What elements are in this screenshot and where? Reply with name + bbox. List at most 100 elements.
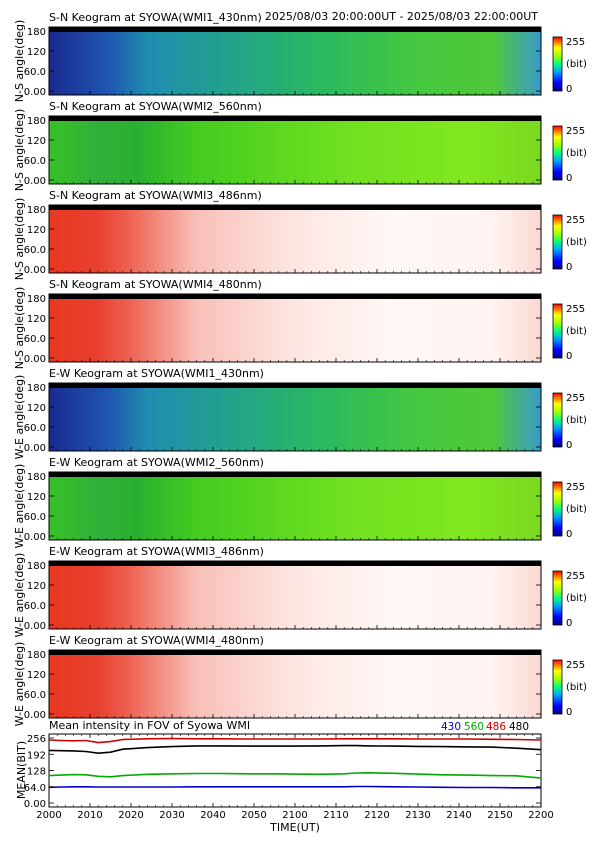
keogram-panel: E-W Keogram at SYOWA(WMI2_560nm)180 120 60… [13,456,587,548]
y-tick-label: 180 [27,561,46,572]
x-tick-label: 2200 [528,810,553,821]
colorbar-unit-label: (bit) [566,415,587,426]
legend-entry-560: 560 [464,721,484,733]
y-tick-label: 60.0 [24,334,46,345]
colorbar-max-label: 255 [566,215,585,226]
keogram-title: S-N Keogram at SYOWA(WMI3_486nm) [49,189,262,202]
colorbar-min-label: 0 [566,173,572,184]
keogram-title: S-N Keogram at SYOWA(WMI4_480nm) [49,278,262,291]
legend-entry-486: 486 [486,721,506,733]
keogram-title: E-W Keogram at SYOWA(WMI2_560nm) [49,456,264,469]
colorbar-max-label: 255 [566,37,585,48]
x-tick-label: 2040 [200,810,225,821]
keogram-image [49,205,541,273]
keogram-ylabel: W-E angle(deg) [13,642,26,727]
colorbar-unit-label: (bit) [566,682,587,693]
colorbar-unit-label: (bit) [566,504,587,515]
keogram-panel: S-N Keogram at SYOWA(WMI2_560nm)180 120 60… [13,100,587,191]
colorbar [552,125,563,181]
keogram-image [49,472,541,540]
y-tick-label: 120 [27,670,46,681]
y-tick-label: 180 [27,472,46,483]
colorbar-max-label: 255 [566,126,585,137]
series-line-486 [48,737,542,744]
y-tick-label: 0.00 [24,443,46,454]
keogram-ylabel: N-S angle(deg) [13,109,26,192]
mean-chart-axes: 2000 2010 2020 2030 2040 2050 2100 2110 2120 2130… [24,734,554,821]
colorbar [552,659,563,715]
colorbar [552,392,563,448]
colorbar-min-label: 0 [566,707,572,718]
keogram-panel: S-N Keogram at SYOWA(WMI4_480nm)180 120 60… [13,278,587,369]
colorbar-unit-label: (bit) [566,148,587,159]
series-line-560 [48,771,542,779]
y-tick-label: 60.0 [24,245,46,256]
colorbar-min-label: 0 [566,351,572,362]
y-tick-label: 60.0 [24,67,46,78]
y-tick-label: 0.00 [24,710,46,721]
y-tick-label: 120 [27,47,46,58]
x-tick-label: 2020 [118,810,143,821]
colorbar-unit-label: (bit) [566,326,587,337]
colorbar-max-label: 255 [566,660,585,671]
colorbar [552,36,563,92]
y-tick-label: 0.00 [24,176,46,187]
x-tick-label: 2100 [282,810,307,821]
keogram-panel: E-W Keogram at SYOWA(WMI3_486nm)180 120 60… [13,545,587,637]
colorbar-min-label: 0 [566,440,572,451]
colorbar [552,481,563,537]
keogram-title: E-W Keogram at SYOWA(WMI1_430nm) [49,367,264,380]
keogram-ylabel: N-S angle(deg) [13,20,26,103]
colorbar-max-label: 255 [566,482,585,493]
colorbar-unit-label: (bit) [566,237,587,248]
y-tick-label: 192 [27,750,46,761]
keogram-image [49,650,541,718]
y-tick-label: 60.0 [24,601,46,612]
y-tick-label: 180 [27,116,46,127]
x-tick-label: 2010 [77,810,102,821]
mean-chart-xlabel: TIME(UT) [269,821,320,834]
legend-entry-480: 480 [509,721,529,733]
y-tick-label: 0.00 [24,621,46,632]
keogram-image [49,116,541,184]
x-tick-label: 2150 [487,810,512,821]
keogram-ylabel: W-E angle(deg) [13,375,26,460]
series-line-480 [48,744,542,755]
colorbar [552,570,563,626]
y-tick-label: 60.0 [24,690,46,701]
y-tick-label: 120 [27,492,46,503]
y-tick-label: 120 [27,581,46,592]
keogram-ylabel: W-E angle(deg) [13,464,26,549]
y-tick-label: 180 [27,205,46,216]
mean-chart-frame [48,733,542,808]
x-tick-label: 2000 [36,810,61,821]
y-tick-label: 0.00 [24,799,46,810]
colorbar [552,303,563,359]
y-tick-label: 180 [27,27,46,38]
keogram-panel: E-W Keogram at SYOWA(WMI1_430nm)180 120 60… [13,367,587,459]
keogram-image [49,383,541,451]
y-tick-label: 256 [27,734,46,745]
colorbar-max-label: 255 [566,393,585,404]
keogram-title: E-W Keogram at SYOWA(WMI3_486nm) [49,545,264,558]
y-tick-label: 0.00 [24,265,46,276]
y-tick-label: 180 [27,650,46,661]
colorbar [552,214,563,270]
series-line-430 [48,785,541,789]
keogram-ylabel: N-S angle(deg) [13,198,26,281]
time-range-header: 2025/08/03 20:00:00UT - 2025/08/03 22:00… [265,10,538,23]
x-tick-label: 2130 [405,810,430,821]
colorbar-max-label: 255 [566,571,585,582]
keogram-panels: S-N Keogram at SYOWA(WMI1_430nm)18012060… [13,11,587,726]
colorbar-min-label: 0 [566,262,572,273]
y-tick-label: 60.0 [24,156,46,167]
keogram-title: E-W Keogram at SYOWA(WMI4_480nm) [49,634,264,647]
chart-legend: 430 560 486 480 [441,721,529,733]
y-tick-label: 120 [27,136,46,147]
keogram-image [49,561,541,629]
colorbar-min-label: 0 [566,529,572,540]
y-tick-label: 60.0 [24,512,46,523]
mean-intensity-chart: Mean intensity in FOV of Syowa WMI 430 56… [15,719,554,834]
y-tick-label: 0.00 [24,532,46,543]
